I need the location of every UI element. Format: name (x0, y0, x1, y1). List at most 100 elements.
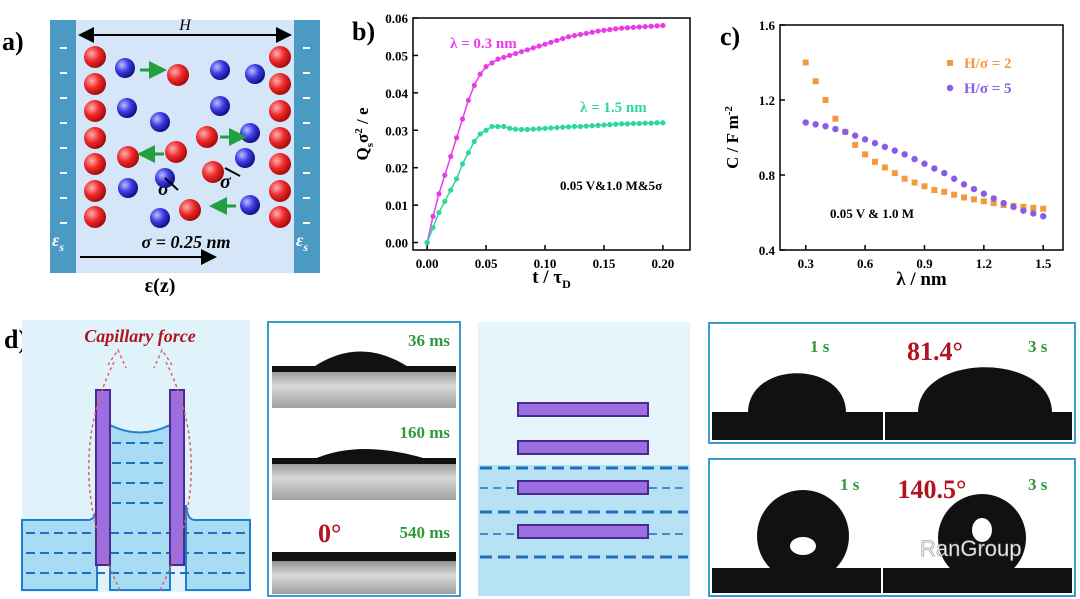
annotation: 0.05 V & 1.0 M (830, 206, 914, 221)
y-tick-label: 0.02 (385, 161, 408, 176)
cation (84, 100, 106, 122)
cation (165, 141, 187, 163)
data-point (802, 119, 809, 126)
data-point (911, 155, 918, 163)
data-point (970, 185, 978, 193)
data-point (507, 52, 513, 59)
data-point (990, 200, 997, 207)
y-tick-label: 0.05 (385, 48, 408, 63)
data-point (822, 123, 829, 130)
cation (269, 127, 291, 149)
panel-e: 36 ms 160 ms 540 ms 0° (267, 321, 461, 597)
angle-label: 0° (318, 519, 341, 548)
data-point (871, 158, 878, 165)
panel-label: c) (720, 22, 740, 51)
cation (269, 46, 291, 68)
cation (269, 153, 291, 175)
data-point (560, 124, 566, 130)
y-tick-label: 0.01 (385, 198, 408, 213)
data-point (881, 164, 888, 171)
data-point (654, 23, 660, 29)
data-point (495, 56, 501, 62)
y-axis-label: Qsσ2 / e (353, 107, 376, 160)
substrate (272, 458, 456, 464)
data-point (512, 50, 519, 57)
legend-marker (946, 84, 954, 92)
cation (84, 153, 106, 175)
droplet (312, 351, 410, 368)
y-tick-label: 0.00 (385, 236, 408, 251)
plate (95, 389, 111, 566)
droplet (918, 367, 1052, 413)
data-point (448, 153, 454, 160)
label: εs (296, 230, 308, 254)
x-tick-label: 0.10 (534, 256, 557, 271)
data-point (980, 198, 987, 205)
y-axis-label-part: C / F m (723, 115, 742, 169)
data-point (583, 30, 589, 36)
data-point (1030, 210, 1037, 217)
data-point (619, 121, 625, 127)
data-point (442, 198, 448, 204)
data-point (424, 239, 430, 246)
data-point (501, 123, 507, 130)
data-point (477, 131, 483, 137)
label: ε (52, 230, 60, 250)
data-point (951, 191, 958, 198)
data-point (921, 183, 928, 190)
cation (179, 199, 201, 221)
data-point (832, 115, 839, 122)
cation (269, 206, 291, 228)
cation (269, 180, 291, 202)
data-point (822, 97, 829, 103)
legend-label: H/σ = 5 (964, 81, 1012, 97)
data-point (501, 54, 507, 60)
data-point (648, 120, 654, 126)
data-point (660, 120, 666, 126)
data-point (489, 123, 495, 130)
data-point (901, 175, 908, 182)
time-label: 3 s (1028, 337, 1048, 356)
data-point (990, 195, 997, 202)
data-point (554, 125, 560, 131)
time-label: 36 ms (408, 331, 450, 350)
panel-label: d) (4, 325, 27, 354)
x-tick-label: 0.15 (593, 256, 616, 271)
data-point (613, 121, 619, 127)
data-point (459, 161, 466, 167)
plate (169, 389, 185, 566)
data-point (601, 27, 607, 33)
annotation: 0.05 V&1.0 M&5σ (560, 178, 662, 193)
angle-label: 140.5° (898, 475, 967, 504)
x-axis-label-part: λ / nm (896, 269, 947, 290)
data-point (589, 29, 595, 35)
x-tick-label: 1.5 (1035, 256, 1052, 271)
substrate (712, 412, 1072, 440)
data-point (607, 27, 613, 33)
label: εs (52, 230, 64, 254)
data-point (495, 123, 501, 130)
data-point (571, 32, 578, 39)
cation (84, 46, 106, 68)
data-point (624, 25, 631, 31)
y-tick-label: 1.2 (759, 93, 775, 108)
data-point (454, 135, 460, 141)
data-point (554, 37, 560, 44)
data-point (911, 179, 918, 186)
data-point (542, 41, 548, 47)
data-point (891, 147, 898, 154)
x-tick-label: 0.20 (652, 256, 675, 271)
data-point (931, 165, 938, 172)
data-point (571, 123, 578, 130)
cation (196, 126, 218, 148)
y-axis-label-part: Q (353, 147, 372, 160)
data-point (507, 125, 513, 131)
photo (272, 560, 456, 594)
cation (84, 206, 106, 228)
cation (117, 146, 139, 168)
sigma-line (164, 177, 179, 191)
liquid (109, 423, 171, 591)
data-point (489, 60, 495, 66)
y-tick-label: 0.4 (759, 243, 776, 258)
cation (84, 180, 106, 202)
